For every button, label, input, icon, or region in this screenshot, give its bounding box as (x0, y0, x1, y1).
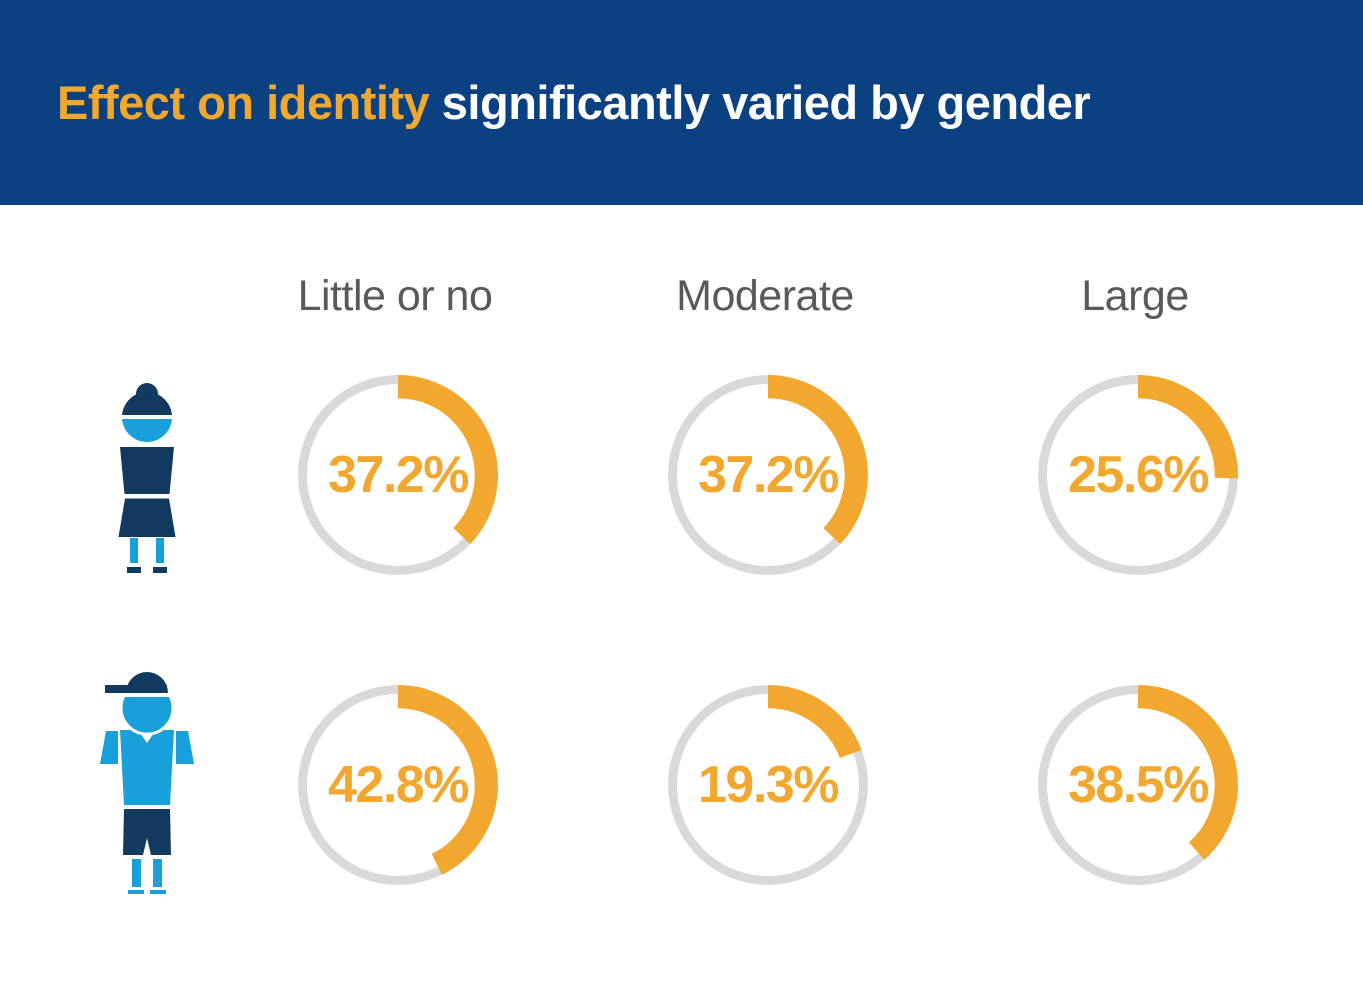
male-foot-right (150, 890, 166, 894)
donut-arc (298, 375, 498, 575)
female-leg-left (130, 538, 138, 563)
male-leg-right (153, 859, 162, 887)
page-title: Effect on identity significantly varied … (0, 75, 1091, 129)
donut-arc (1038, 375, 1238, 575)
column-header-moderate: Moderate (676, 272, 854, 320)
donut-male-little-or-no: 42.8% (282, 669, 514, 901)
male-cap-brim (105, 685, 167, 693)
donut-male-large: 38.5% (1022, 669, 1254, 901)
donut-value: 19.3% (698, 756, 839, 814)
donut-arc (1038, 685, 1238, 885)
male-icon (100, 672, 194, 894)
donut-female-moderate: 37.2% (652, 359, 884, 591)
female-foot-right (153, 567, 167, 573)
female-leg-right (156, 538, 164, 563)
header-banner: Effect on identity significantly varied … (0, 0, 1363, 205)
donut-svg (1038, 375, 1238, 575)
male-foot-left (128, 890, 144, 894)
donut-svg (298, 685, 498, 885)
female-hair (122, 392, 172, 415)
male-shirt (120, 730, 174, 805)
male-leg-left (132, 859, 141, 887)
donut-svg (1038, 685, 1238, 885)
donut-svg (298, 375, 498, 575)
male-sleeve-left (100, 731, 118, 764)
donut-arc (668, 375, 868, 575)
page-title-rest: significantly varied by gender (429, 75, 1091, 129)
donut-arc (298, 685, 498, 885)
page-title-highlight: Effect on identity (57, 75, 430, 129)
male-sleeve-right (176, 731, 194, 764)
donut-male-moderate: 19.3% (652, 669, 884, 901)
donut-value: 42.8% (328, 756, 469, 814)
column-header-little-or-no: Little or no (297, 272, 493, 320)
donut-female-large: 25.6% (1022, 359, 1254, 591)
female-icon (118, 383, 176, 573)
female-skirt (118, 498, 176, 537)
female-torso (120, 447, 174, 494)
column-header-large: Large (1081, 272, 1189, 320)
donut-female-little-or-no: 37.2% (282, 359, 514, 591)
donut-arc (668, 685, 868, 885)
male-face (119, 697, 175, 736)
female-face (122, 419, 172, 442)
donut-value: 25.6% (1068, 446, 1209, 504)
male-shorts (123, 809, 171, 855)
donut-value: 37.2% (698, 446, 839, 504)
donut-svg (668, 375, 868, 575)
female-foot-left (127, 567, 141, 573)
donut-value: 37.2% (328, 446, 469, 504)
donut-value: 38.5% (1068, 756, 1209, 814)
donut-svg (668, 685, 868, 885)
